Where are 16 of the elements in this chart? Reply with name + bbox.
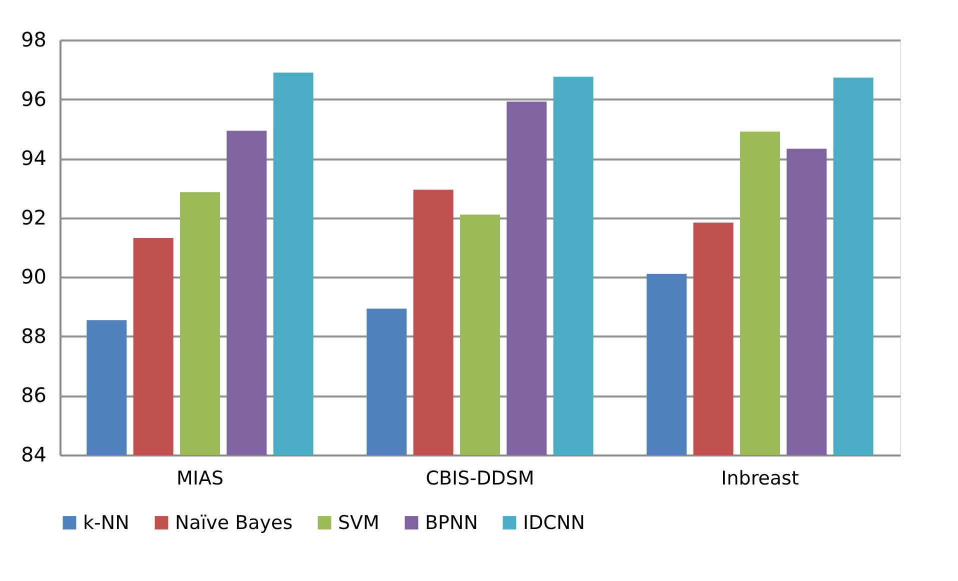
legend-label: IDCNN (523, 512, 585, 534)
y-tick-label: 90 (21, 264, 46, 289)
y-tick-label: 96 (21, 86, 46, 111)
x-tick-label: CBIS-DDSM (426, 468, 534, 490)
y-tick-label: 84 (21, 442, 46, 466)
legend-label: BPNN (425, 512, 478, 534)
y-tick-label: 98 (21, 28, 46, 52)
x-tick-label: MIAS (176, 468, 224, 490)
legend-label: SVM (338, 512, 380, 534)
legend-label: k-NN (83, 512, 130, 534)
y-tick-label: 88 (21, 324, 46, 348)
x-tick-label: Inbreast (721, 468, 799, 490)
y-tick-label: 86 (21, 383, 46, 408)
y-tick-label: 94 (21, 146, 46, 170)
y-tick-label: 92 (21, 205, 46, 230)
legend-label: Naïve Bayes (175, 512, 293, 534)
